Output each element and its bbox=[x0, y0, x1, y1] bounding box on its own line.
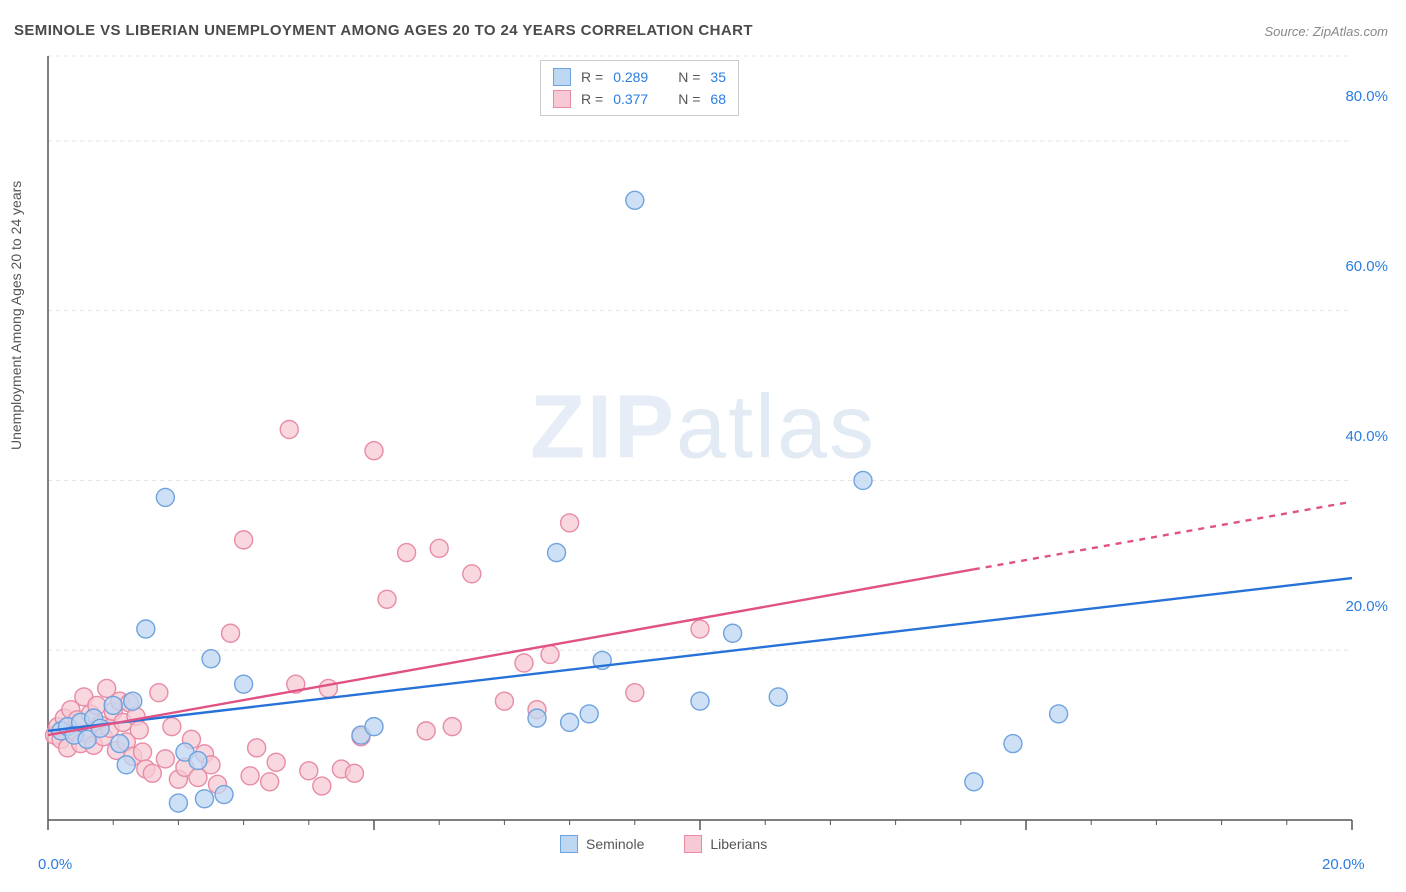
legend-label: Seminole bbox=[586, 836, 644, 852]
n-label: N = bbox=[678, 91, 700, 107]
y-tick-label: 40.0% bbox=[1345, 428, 1388, 445]
legend-item-liberians: Liberians bbox=[684, 835, 767, 853]
n-value-seminole: 35 bbox=[710, 69, 726, 85]
legend-item-seminole: Seminole bbox=[560, 835, 644, 853]
plot-svg bbox=[0, 0, 1406, 892]
swatch-liberians bbox=[553, 90, 571, 108]
correlation-chart: SEMINOLE VS LIBERIAN UNEMPLOYMENT AMONG … bbox=[0, 0, 1406, 892]
legend: Seminole Liberians bbox=[560, 835, 767, 853]
n-value-liberians: 68 bbox=[710, 91, 726, 107]
y-tick-label: 60.0% bbox=[1345, 258, 1388, 275]
y-tick-label: 80.0% bbox=[1345, 88, 1388, 105]
legend-swatch-liberians bbox=[684, 835, 702, 853]
x-tick-label: 20.0% bbox=[1322, 856, 1365, 873]
x-tick-label: 0.0% bbox=[38, 856, 72, 873]
legend-swatch-seminole bbox=[560, 835, 578, 853]
r-label: R = bbox=[581, 91, 603, 107]
swatch-seminole bbox=[553, 68, 571, 86]
y-tick-label: 20.0% bbox=[1345, 598, 1388, 615]
n-label: N = bbox=[678, 69, 700, 85]
r-value-seminole: 0.289 bbox=[613, 69, 648, 85]
stats-row-seminole: R = 0.289 N = 35 bbox=[553, 66, 726, 88]
r-value-liberians: 0.377 bbox=[613, 91, 648, 107]
r-label: R = bbox=[581, 69, 603, 85]
legend-label: Liberians bbox=[710, 836, 767, 852]
stats-box: R = 0.289 N = 35 R = 0.377 N = 68 bbox=[540, 60, 739, 116]
stats-row-liberians: R = 0.377 N = 68 bbox=[553, 88, 726, 110]
